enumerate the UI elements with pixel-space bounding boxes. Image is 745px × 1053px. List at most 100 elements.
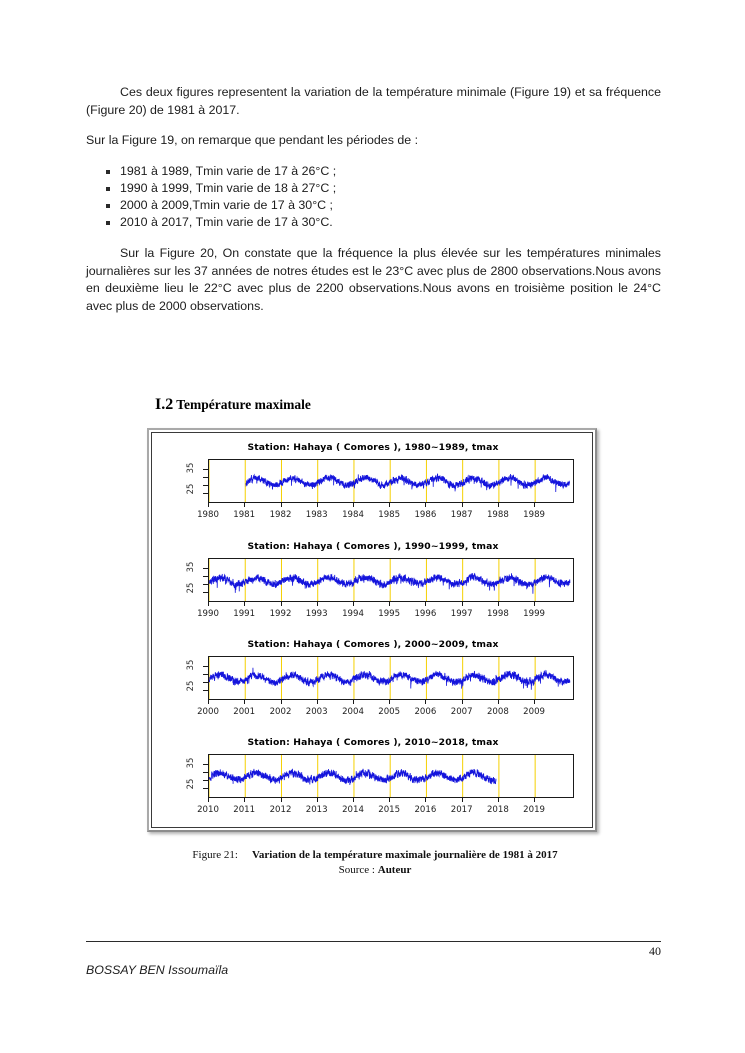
y-tick-label: 25	[185, 778, 195, 790]
x-axis-tick	[208, 602, 209, 606]
y-axis-tick	[203, 780, 208, 782]
x-tick-label: 2016	[414, 805, 437, 815]
x-tick-label: 1995	[378, 609, 401, 619]
chart-title: Station: Hahaya ( Comores ), 2010~2018, …	[247, 737, 499, 748]
x-tick-label: 2018	[486, 805, 509, 815]
x-axis-tick	[208, 798, 209, 802]
x-tick-label: 1993	[305, 609, 328, 619]
chart-title: Station: Hahaya ( Comores ), 1980~1989, …	[247, 442, 499, 453]
y-axis-tick	[203, 476, 208, 478]
x-axis-tick	[208, 503, 209, 507]
x-axis-tick	[280, 798, 282, 802]
list-item: 1990 à 1999, Tmin varie de 18 à 27°C ;	[106, 180, 661, 197]
chart-panel: Station: Hahaya ( Comores ), 2010~2018, …	[152, 732, 594, 831]
x-tick-label: 1983	[305, 510, 328, 520]
chart-panel: Station: Hahaya ( Comores ), 1990~1999, …	[152, 536, 594, 635]
x-axis-tick	[425, 798, 427, 802]
y-axis-tick	[203, 673, 208, 675]
x-tick-label: 2006	[414, 707, 437, 717]
chart-title: Station: Hahaya ( Comores ), 2000~2009, …	[247, 639, 499, 650]
y-tick-label: 25	[185, 483, 195, 495]
plot-area	[208, 558, 574, 602]
x-tick-label: 2015	[378, 805, 401, 815]
x-axis-tick	[244, 700, 246, 704]
x-axis-tick	[497, 700, 499, 704]
x-tick-label: 1992	[269, 609, 292, 619]
x-axis-tick	[208, 700, 209, 704]
x-tick-label: 1997	[450, 609, 473, 619]
x-tick-label: 1991	[233, 609, 256, 619]
x-tick-label: 2005	[378, 707, 401, 717]
x-axis-tick	[461, 602, 463, 606]
y-axis-tick	[203, 788, 208, 790]
x-tick-label: 1986	[414, 510, 437, 520]
x-axis-tick	[280, 503, 282, 507]
x-axis: 1990 1991 1992 1993 1994 1995 1996 1997 1998 1999	[197, 602, 574, 624]
x-tick-label: 2007	[450, 707, 473, 717]
y-axis-labels: 35 25	[182, 754, 198, 798]
x-tick-label: 1994	[342, 609, 364, 619]
chart-panel: Station: Hahaya ( Comores ), 1980~1989, …	[152, 437, 594, 536]
x-axis-tick	[353, 798, 354, 802]
x-axis-tick	[534, 798, 536, 802]
x-axis-tick	[244, 798, 246, 802]
text-content: Ces deux figures representent la variati…	[86, 84, 661, 328]
section-number: I.2	[155, 396, 174, 413]
chart-panel: Station: Hahaya ( Comores ), 2000~2009, …	[152, 634, 594, 733]
x-tick-label: 2009	[523, 707, 546, 717]
y-axis-tick	[203, 468, 208, 470]
x-tick-label: 1988	[486, 510, 509, 520]
y-axis-tick	[203, 575, 208, 577]
x-tick-label: 1981	[233, 510, 256, 520]
x-tick-label: 1980	[197, 510, 219, 520]
chart-title: Station: Hahaya ( Comores ), 1990~1999, …	[247, 541, 499, 552]
x-tick-label: 1998	[486, 609, 509, 619]
x-tick-label: 2014	[342, 805, 364, 815]
x-axis-tick	[425, 503, 427, 507]
list-item: 2000 à 2009,Tmin varie de 17 à 30°C ;	[106, 197, 661, 214]
x-axis: 2000 2001 2002 2003 2004 2005 2006 2007 2008 2009	[197, 700, 574, 722]
y-axis-tick	[203, 584, 208, 586]
y-axis-tick	[203, 493, 208, 495]
intro-paragraph: Ces deux figures representent la variati…	[86, 85, 661, 117]
figure-caption: Figure 21: Variation de la température ma…	[150, 848, 600, 877]
y-tick-label: 25	[185, 680, 195, 692]
x-tick-label: 1987	[450, 510, 473, 520]
x-tick-label: 2008	[486, 707, 509, 717]
x-axis-tick	[389, 602, 391, 606]
y-axis-tick	[203, 771, 208, 773]
y-axis-tick	[203, 690, 208, 692]
x-axis: 2010 2011 2012 2013 2014 2015 2016 2017 2018 2019	[197, 798, 574, 820]
x-axis-tick	[425, 602, 427, 606]
y-axis-tick	[203, 485, 208, 487]
x-tick-label: 1982	[269, 510, 292, 520]
x-axis-tick	[316, 503, 318, 507]
x-tick-label: 2002	[269, 707, 292, 717]
x-tick-label: 2010	[197, 805, 219, 815]
analysis-paragraph: Sur la Figure 20, On constate que la fré…	[86, 246, 661, 313]
x-tick-label: 1985	[378, 510, 401, 520]
figure-source-prefix: Source :	[338, 864, 378, 876]
section-heading: I.2 Température maximale	[155, 396, 311, 414]
x-axis-tick	[534, 700, 536, 704]
figure-caption-label: Figure 21:	[192, 849, 238, 861]
x-axis-tick	[497, 503, 499, 507]
x-axis-tick	[389, 700, 391, 704]
x-tick-label: 1990	[197, 609, 219, 619]
plot-area	[208, 754, 574, 798]
list-item: 1981 à 1989, Tmin varie de 17 à 26°C ;	[106, 163, 661, 180]
figure-source: Source : Auteur	[150, 863, 600, 877]
x-axis-tick	[534, 602, 536, 606]
x-axis-tick	[534, 503, 536, 507]
x-axis-tick	[316, 798, 318, 802]
y-axis-labels: 35 25	[182, 656, 198, 700]
x-tick-label: 2011	[233, 805, 256, 815]
y-axis-labels: 35 25	[182, 558, 198, 602]
x-axis-tick	[244, 602, 246, 606]
x-tick-label: 1989	[523, 510, 546, 520]
y-axis-tick	[203, 592, 208, 594]
x-tick-label: 2019	[523, 805, 546, 815]
list-item: 2010 à 2017, Tmin varie de 17 à 30°C.	[106, 214, 661, 231]
y-axis-tick	[203, 567, 208, 569]
